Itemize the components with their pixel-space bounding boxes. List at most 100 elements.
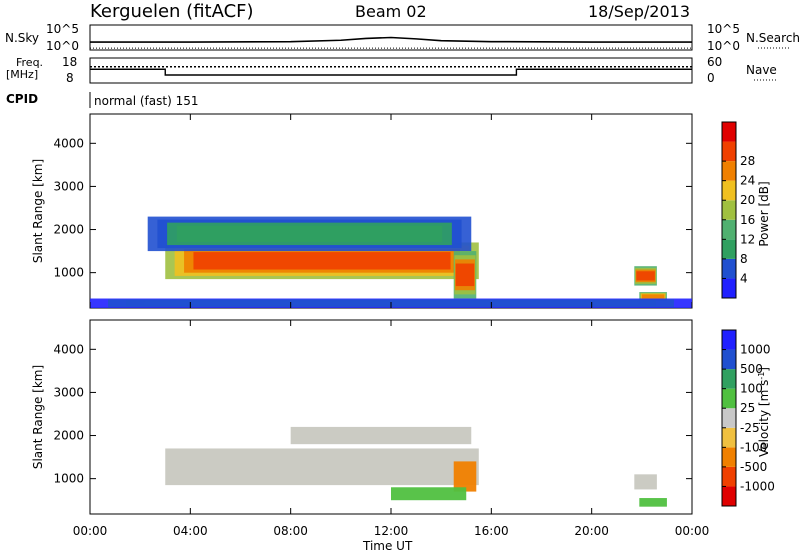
frequency-series-0 bbox=[90, 68, 692, 76]
range-tick-label: 1000 bbox=[53, 472, 84, 486]
power-colorbar-label: 4 bbox=[740, 271, 748, 285]
power-colorbar-swatch bbox=[722, 219, 736, 240]
velocity-colorbar-swatch bbox=[722, 349, 736, 370]
power-cell bbox=[193, 252, 451, 270]
range-tick-label: 3000 bbox=[53, 179, 84, 193]
velocity-colorbar-frame bbox=[721, 329, 737, 507]
sky-noise-series-0 bbox=[90, 36, 692, 43]
nave-tick-bottom: 0 bbox=[707, 71, 715, 85]
velocity-colorbar-label: -1000 bbox=[740, 479, 775, 493]
velocity-colorbar-swatch bbox=[722, 427, 736, 448]
power-colorbar-swatch bbox=[722, 258, 736, 279]
power-cell bbox=[641, 294, 665, 299]
velocity-colorbar: -1000 -500 -100 -25 25 100 500 1000 bbox=[721, 329, 775, 507]
nave-tick-top: 60 bbox=[707, 55, 722, 69]
velocity-region-4 bbox=[634, 474, 657, 490]
velocity-heatmap bbox=[165, 426, 667, 507]
sky-noise-tick-top: 10^5 bbox=[46, 22, 79, 36]
power-colorbar-swatch bbox=[722, 122, 736, 142]
search-noise-label: N.Search bbox=[746, 31, 800, 45]
velocity-colorbar-swatch bbox=[722, 369, 736, 389]
nave-label: Nave bbox=[746, 63, 777, 77]
freq-tick-top: 18 bbox=[62, 55, 77, 69]
sky-noise-lines bbox=[90, 36, 692, 49]
cpid-label: CPID bbox=[6, 92, 38, 106]
frequency-frame bbox=[89, 57, 693, 84]
power-colorbar-label: 20 bbox=[740, 193, 755, 207]
power-colorbar-swatch bbox=[722, 239, 736, 259]
power-colorbar-label: 24 bbox=[740, 174, 755, 188]
range-ticks: 1000 2000 3000 4000 1000 2000 3000 4000 bbox=[53, 136, 692, 486]
velocity-region-2 bbox=[453, 461, 477, 492]
velocity-colorbar-swatch bbox=[722, 447, 736, 467]
velocity-colorbar-swatch bbox=[722, 408, 736, 428]
beam-title: Beam 02 bbox=[355, 2, 427, 21]
time-tick-label: 00:00 bbox=[675, 524, 710, 538]
power-colorbar-label: 16 bbox=[740, 213, 755, 227]
power-colorbar-swatch bbox=[722, 278, 736, 298]
velocity-colorbar-swatch bbox=[722, 466, 736, 487]
velocity-colorbar-swatch bbox=[722, 330, 736, 350]
velocity-colorbar-swatch bbox=[722, 486, 736, 506]
time-tick-label: 20:00 bbox=[574, 524, 609, 538]
time-xlabel: Time UT bbox=[362, 539, 413, 553]
power-colorbar-swatch bbox=[722, 141, 736, 162]
power-cell bbox=[455, 263, 475, 287]
velocity-ylabel: Slant Range [km] bbox=[31, 365, 45, 469]
power-region-4 bbox=[639, 292, 667, 301]
range-tick-label: 4000 bbox=[53, 136, 84, 150]
sky-noise-frame bbox=[89, 24, 693, 51]
power-cell bbox=[636, 271, 655, 281]
velocity-colorbar-label: -25 bbox=[740, 421, 760, 435]
power-colorbar-swatch bbox=[722, 180, 736, 201]
velocity-colorbar-label: 100 bbox=[740, 382, 763, 396]
freq-label-2: [MHz] bbox=[6, 68, 38, 81]
power-region-3 bbox=[634, 266, 657, 286]
power-colorbar-swatch bbox=[722, 200, 736, 220]
velocity-region-0 bbox=[165, 448, 479, 486]
time-tick-label: 04:00 bbox=[173, 524, 208, 538]
freq-label-1: Freq. bbox=[16, 56, 43, 69]
time-tick-label: 08:00 bbox=[273, 524, 308, 538]
velocity-colorbar-swatch bbox=[722, 388, 736, 409]
velocity-colorbar-label: Velocity [m s-1] bbox=[757, 367, 771, 457]
power-heatmap bbox=[90, 216, 692, 308]
power-region-1 bbox=[147, 216, 472, 252]
time-ticks: 00:00 04:00 08:00 12:00 16:00 20:00 00:00 bbox=[73, 114, 710, 538]
power-colorbar: 4 8 12 16 20 24 28 bbox=[721, 121, 755, 299]
power-ylabel: Slant Range [km] bbox=[31, 159, 45, 263]
velocity-colorbar-label: -100 bbox=[740, 440, 767, 454]
range-tick-label: 2000 bbox=[53, 223, 84, 237]
velocity-colorbar-label: -500 bbox=[740, 460, 767, 474]
power-colorbar-label: Power [dB] bbox=[757, 181, 771, 246]
range-tick-label: 1000 bbox=[53, 266, 84, 280]
search-noise-tick-bottom: 10^0 bbox=[707, 39, 740, 53]
power-cell bbox=[176, 225, 443, 243]
time-tick-label: 16:00 bbox=[474, 524, 509, 538]
station-title: Kerguelen (fitACF) bbox=[90, 1, 254, 22]
velocity-region-3 bbox=[391, 487, 467, 501]
power-region-2 bbox=[453, 251, 477, 299]
cpid-value: normal (fast) 151 bbox=[94, 94, 198, 108]
power-colorbar-label: 12 bbox=[740, 232, 755, 246]
freq-tick-bottom: 8 bbox=[66, 71, 74, 85]
sky-noise-label: N.Sky bbox=[5, 31, 39, 45]
frequency-lines bbox=[90, 66, 692, 76]
power-colorbar-label: 28 bbox=[740, 154, 755, 168]
power-colorbar-label: 8 bbox=[740, 252, 748, 266]
range-tick-label: 4000 bbox=[53, 342, 84, 356]
velocity-region-1 bbox=[290, 426, 472, 445]
search-noise-tick-top: 10^5 bbox=[707, 22, 740, 36]
power-colorbar-frame bbox=[721, 121, 737, 299]
time-tick-label: 12:00 bbox=[374, 524, 409, 538]
velocity-colorbar-label: 1000 bbox=[740, 343, 771, 357]
power-colorbar-swatch bbox=[722, 161, 736, 181]
range-tick-label: 2000 bbox=[53, 429, 84, 443]
range-tick-label: 3000 bbox=[53, 385, 84, 399]
velocity-region-5 bbox=[639, 498, 667, 507]
velocity-colorbar-label: 500 bbox=[740, 362, 763, 376]
sky-noise-tick-bottom: 10^0 bbox=[46, 39, 79, 53]
velocity-colorbar-label: 25 bbox=[740, 401, 755, 415]
time-tick-label: 00:00 bbox=[73, 524, 108, 538]
